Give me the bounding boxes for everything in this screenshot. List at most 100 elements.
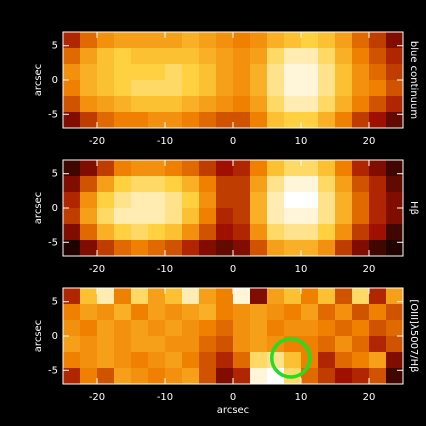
y-tick-label: 0 xyxy=(52,203,58,214)
heatmap-cell xyxy=(216,240,234,257)
heatmap-cell xyxy=(301,176,319,193)
heatmap-cell xyxy=(148,32,166,49)
heatmap-cell xyxy=(148,320,166,337)
x-tick-label: 20 xyxy=(363,392,376,403)
heatmap-cell xyxy=(318,352,336,369)
heatmap-cell xyxy=(386,48,404,65)
heatmap-cell xyxy=(335,240,353,257)
heatmap-cell xyxy=(165,352,183,369)
heatmap-cell xyxy=(148,48,166,65)
heatmap-cell xyxy=(318,320,336,337)
x-tick-label: -20 xyxy=(89,392,105,403)
heatmap-cell xyxy=(284,208,302,225)
heatmap-cell xyxy=(352,208,370,225)
heatmap-cell xyxy=(182,336,200,353)
heatmap-cell xyxy=(369,352,387,369)
heatmap-cell xyxy=(267,48,285,65)
heatmap-cell xyxy=(199,224,217,241)
heatmap-cell xyxy=(199,192,217,209)
heatmap-cell xyxy=(148,368,166,385)
heatmap-cell xyxy=(114,240,132,257)
heatmap-cell xyxy=(352,64,370,81)
heatmap-cell xyxy=(318,224,336,241)
heatmap-cell xyxy=(97,208,115,225)
heatmap-cell xyxy=(131,352,149,369)
heatmap-cell xyxy=(233,288,251,305)
x-tick-label: 10 xyxy=(295,264,308,275)
heatmap-cell xyxy=(63,160,81,177)
heatmap-cell xyxy=(63,240,81,257)
heatmap-cell xyxy=(165,96,183,113)
heatmap-cell xyxy=(182,224,200,241)
heatmap-cell xyxy=(182,192,200,209)
heatmap-cell xyxy=(165,208,183,225)
heatmap-cell xyxy=(250,336,268,353)
heatmap-cell xyxy=(114,192,132,209)
heatmap-cell xyxy=(131,32,149,49)
heatmap-cell xyxy=(250,368,268,385)
heatmap-cell xyxy=(335,176,353,193)
x-tick-label: 0 xyxy=(230,136,236,147)
y-tick-label: -5 xyxy=(48,365,58,376)
heatmap-cell xyxy=(148,304,166,321)
heatmap-cell xyxy=(284,320,302,337)
heatmap-cell xyxy=(250,352,268,369)
heatmap-cell xyxy=(233,208,251,225)
heatmap-cell xyxy=(250,32,268,49)
heatmap-cell xyxy=(369,208,387,225)
heatmap-cell xyxy=(386,304,404,321)
heatmap-cell xyxy=(369,224,387,241)
heatmap-cell xyxy=(352,240,370,257)
heatmap-cell xyxy=(301,224,319,241)
heatmap-cell xyxy=(250,304,268,321)
heatmap-cell xyxy=(80,160,98,177)
heatmap-cell xyxy=(318,176,336,193)
heatmap-cell xyxy=(284,224,302,241)
x-tick-label: -20 xyxy=(89,136,105,147)
x-tick-label: -10 xyxy=(157,136,173,147)
heatmap-cell xyxy=(352,320,370,337)
y-tick-label: 5 xyxy=(52,169,58,180)
heatmap-cell xyxy=(63,112,81,129)
heatmap-cell xyxy=(216,192,234,209)
heatmap-cell xyxy=(199,304,217,321)
heatmap-cell xyxy=(131,192,149,209)
heatmap-cell xyxy=(318,48,336,65)
heatmap-cell xyxy=(233,192,251,209)
heatmap-cell xyxy=(63,176,81,193)
heatmap-cell xyxy=(80,368,98,385)
heatmap-cell xyxy=(131,160,149,177)
heatmap-cell xyxy=(352,48,370,65)
heatmap-cell xyxy=(267,176,285,193)
heatmap-cell xyxy=(284,192,302,209)
heatmap-cell xyxy=(97,320,115,337)
heatmap-cell xyxy=(369,32,387,49)
heatmap-cell xyxy=(80,352,98,369)
y-axis-label: arcsec xyxy=(33,64,44,96)
heatmap-cell xyxy=(63,96,81,113)
heatmap-cell xyxy=(267,352,285,369)
heatmap-cell xyxy=(80,336,98,353)
heatmap-cell xyxy=(250,240,268,257)
heatmap-cell xyxy=(318,304,336,321)
heatmap-cell xyxy=(284,112,302,129)
heatmap-cell xyxy=(369,288,387,305)
heatmap-cell xyxy=(165,192,183,209)
heatmap-cell xyxy=(148,224,166,241)
heatmap-cell xyxy=(131,368,149,385)
heatmap-cell xyxy=(284,80,302,97)
x-axis-label: arcsec xyxy=(217,405,249,416)
heatmap-cell xyxy=(63,64,81,81)
heatmap-cell xyxy=(216,176,234,193)
heatmap-cell xyxy=(369,96,387,113)
heatmap-cell xyxy=(131,240,149,257)
heatmap-cell xyxy=(80,112,98,129)
heatmap-cell xyxy=(386,64,404,81)
heatmap-cell xyxy=(335,368,353,385)
heatmap-cell xyxy=(335,352,353,369)
heatmap-cell xyxy=(216,224,234,241)
heatmap-cell xyxy=(352,160,370,177)
heatmap-cell xyxy=(63,288,81,305)
heatmap-cell xyxy=(148,176,166,193)
